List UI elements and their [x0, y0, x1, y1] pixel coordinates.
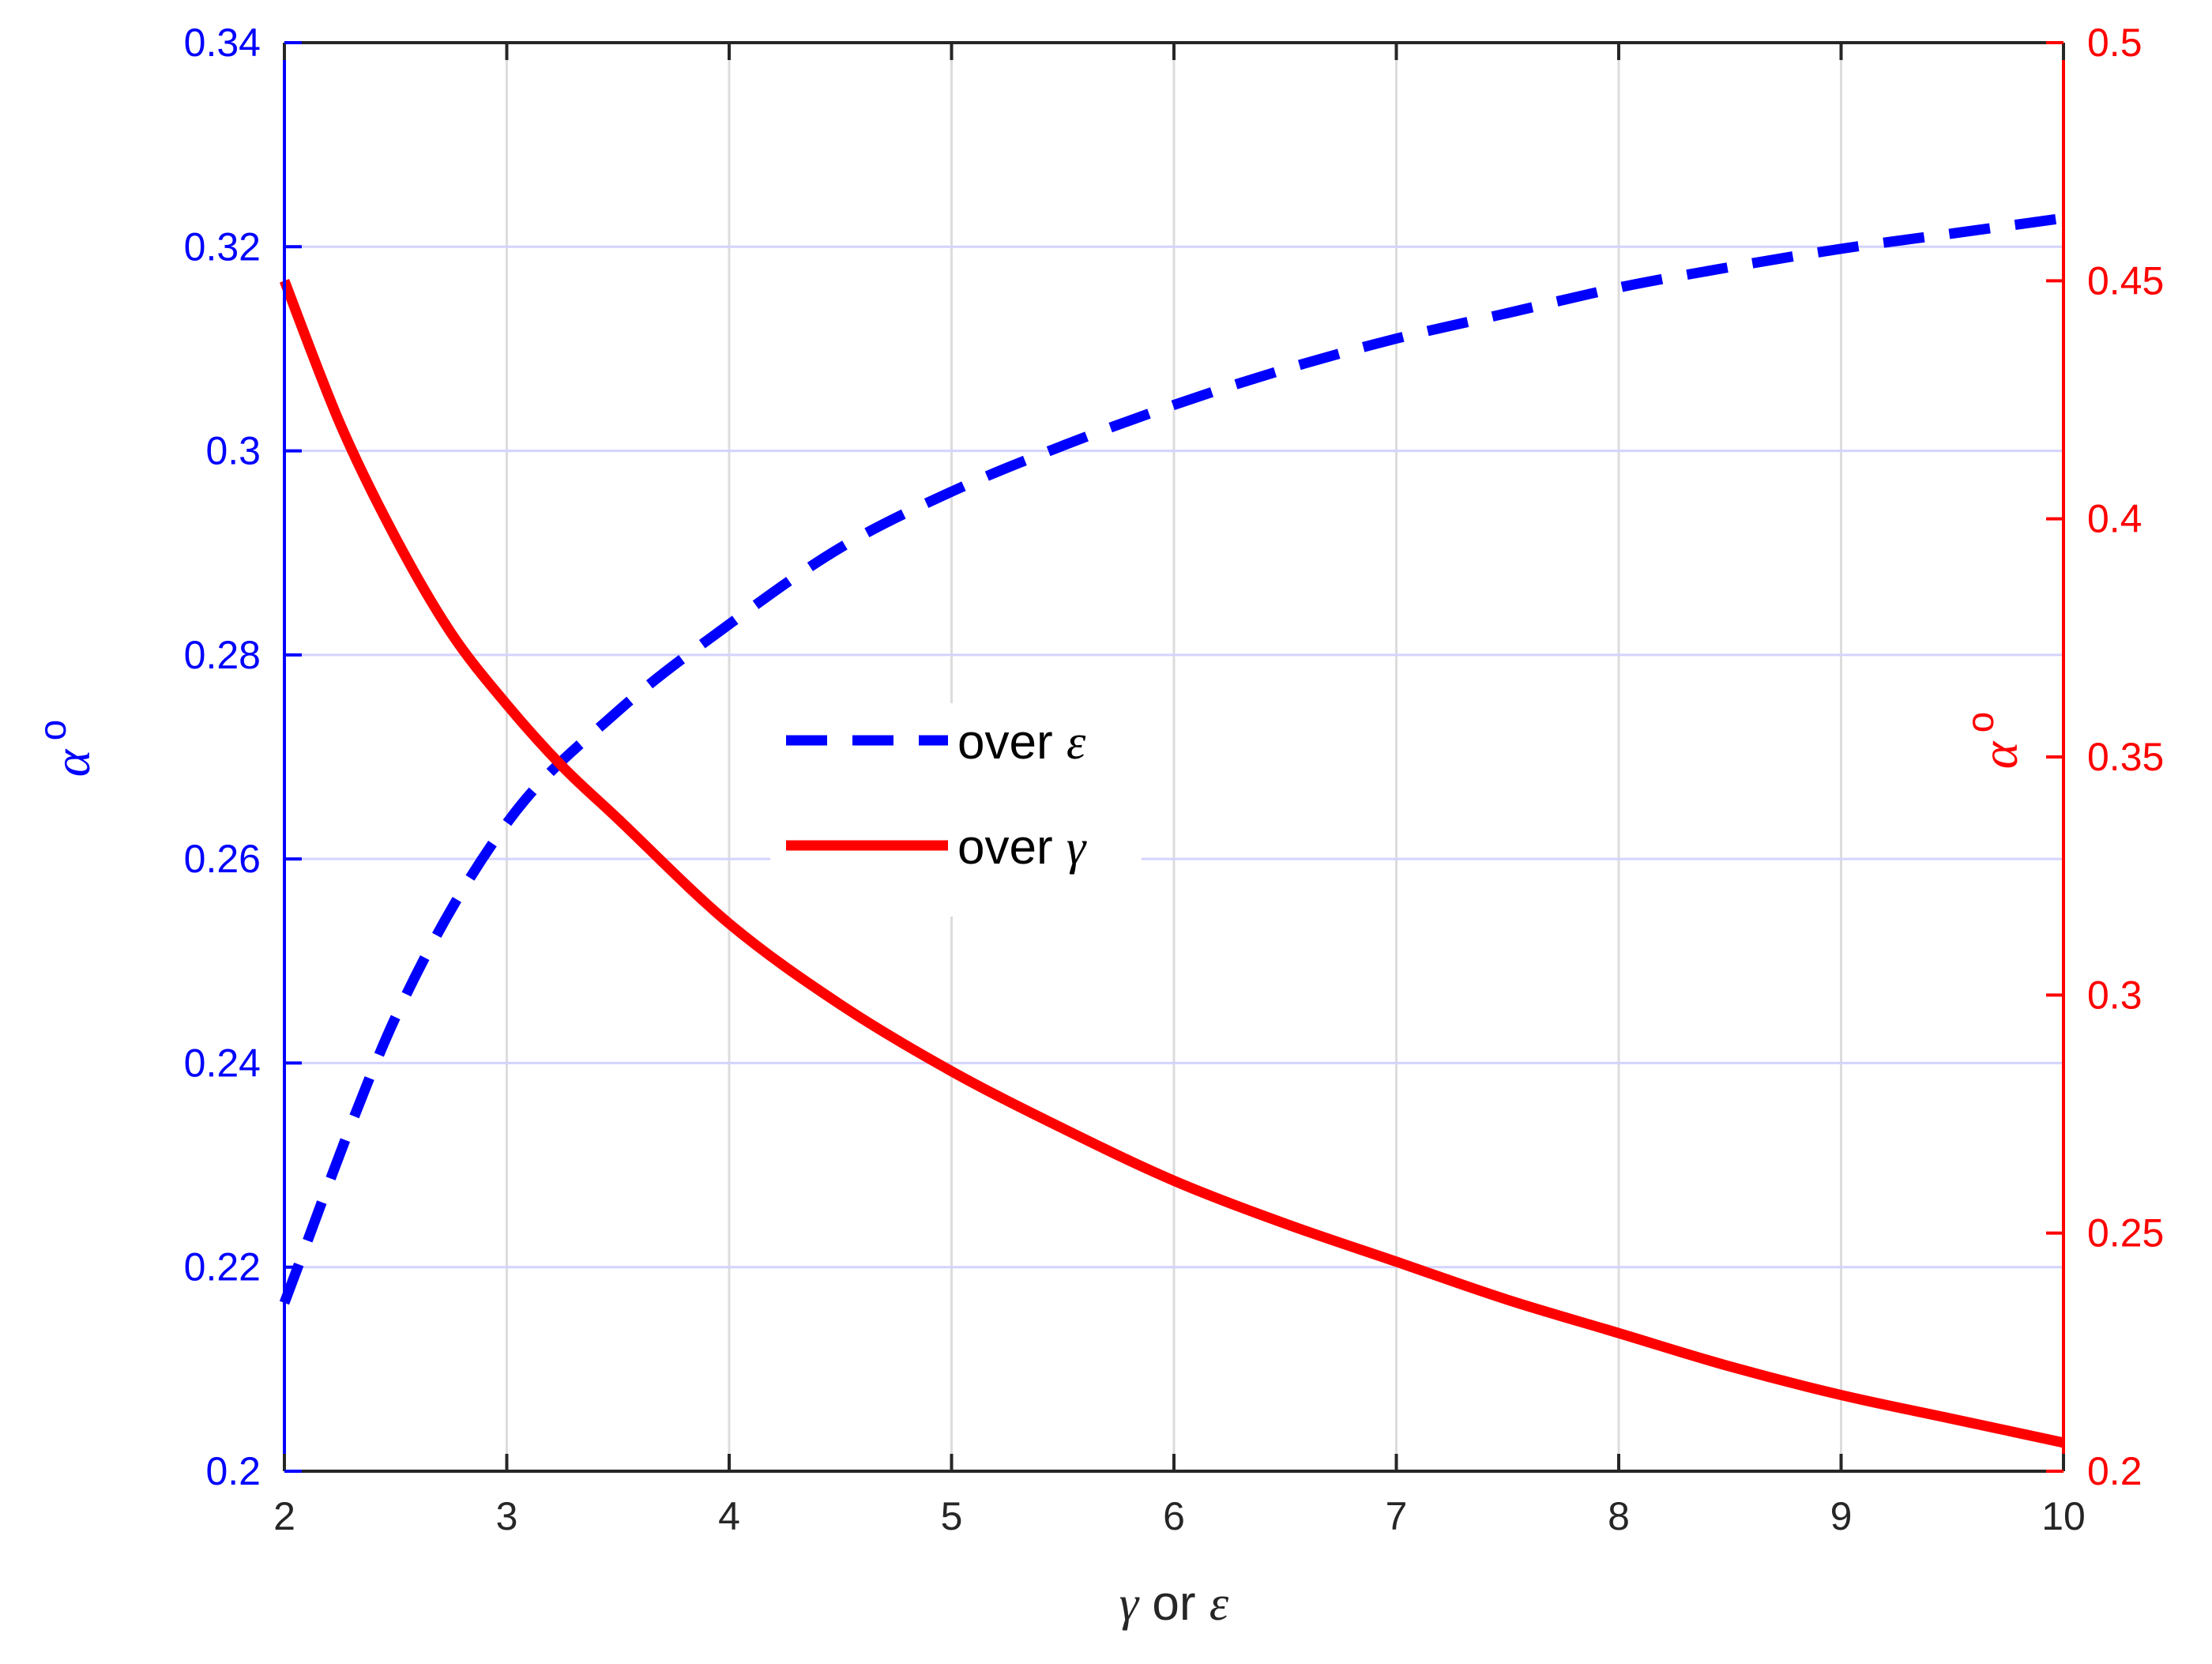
x-tick-label-4: 4	[718, 1494, 740, 1538]
left-tick-label-0.28: 0.28	[184, 633, 261, 677]
y-axis-label-right: α o	[1960, 712, 2029, 770]
right-tick-label-0.25: 0.25	[2087, 1211, 2164, 1256]
x-tick-label-3: 3	[496, 1494, 518, 1538]
right-tick-label-0.3: 0.3	[2087, 973, 2142, 1017]
legend-label-over-epsilon: over ε	[957, 715, 1086, 770]
axes	[283, 41, 2065, 1473]
right-tick-label-0.5: 0.5	[2087, 21, 2142, 65]
y-axis-label-left: α o	[32, 720, 101, 777]
series-line-over-gamma	[279, 278, 2065, 1448]
x-axis-label-or: or	[1138, 1576, 1209, 1631]
left-tick-label-0.34: 0.34	[184, 21, 261, 65]
y-axis-label-left-superscript: o	[32, 720, 74, 741]
left-tick-label-0.2: 0.2	[205, 1449, 261, 1493]
tick-labels: 2 3 4 5 6 7 8 9 100.20.220.240.260.280.30.320.34…	[184, 21, 2165, 1538]
left-tick-label-0.26: 0.26	[184, 837, 261, 881]
x-axis-label-greek-gamma: γ	[1119, 1577, 1140, 1631]
x-tick-label-10: 10	[2041, 1494, 2086, 1538]
right-tick-label-0.2: 0.2	[2087, 1449, 2142, 1493]
y-axis-label-left-symbol: α	[43, 748, 101, 777]
y-axis-label-right-superscript: o	[1960, 712, 2002, 733]
y-axis-label-right-symbol: α	[1971, 740, 2029, 769]
right-tick-label-0.35: 0.35	[2087, 735, 2164, 779]
left-tick-label-0.22: 0.22	[184, 1245, 261, 1289]
x-tick-label-8: 8	[1608, 1494, 1630, 1538]
legend: over ε over γ	[770, 703, 1142, 917]
legend-background	[770, 703, 1142, 917]
x-tick-label-5: 5	[941, 1494, 963, 1538]
legend-label-over-gamma: over γ	[957, 820, 1087, 875]
right-tick-label-0.4: 0.4	[2087, 497, 2142, 541]
x-axis-label-greek-epsilon: ε	[1209, 1577, 1229, 1631]
x-tick-label-7: 7	[1386, 1494, 1408, 1538]
x-tick-label-2: 2	[273, 1494, 295, 1538]
x-axis-label: γ or ε	[1119, 1576, 1229, 1631]
left-tick-label-0.24: 0.24	[184, 1041, 261, 1085]
left-tick-label-0.3: 0.3	[205, 429, 261, 473]
left-tick-label-0.32: 0.32	[184, 224, 261, 269]
series-layer	[279, 213, 2065, 1448]
x-tick-label-6: 6	[1163, 1494, 1185, 1538]
right-tick-label-0.45: 0.45	[2087, 258, 2164, 303]
x-tick-label-9: 9	[1830, 1494, 1853, 1538]
